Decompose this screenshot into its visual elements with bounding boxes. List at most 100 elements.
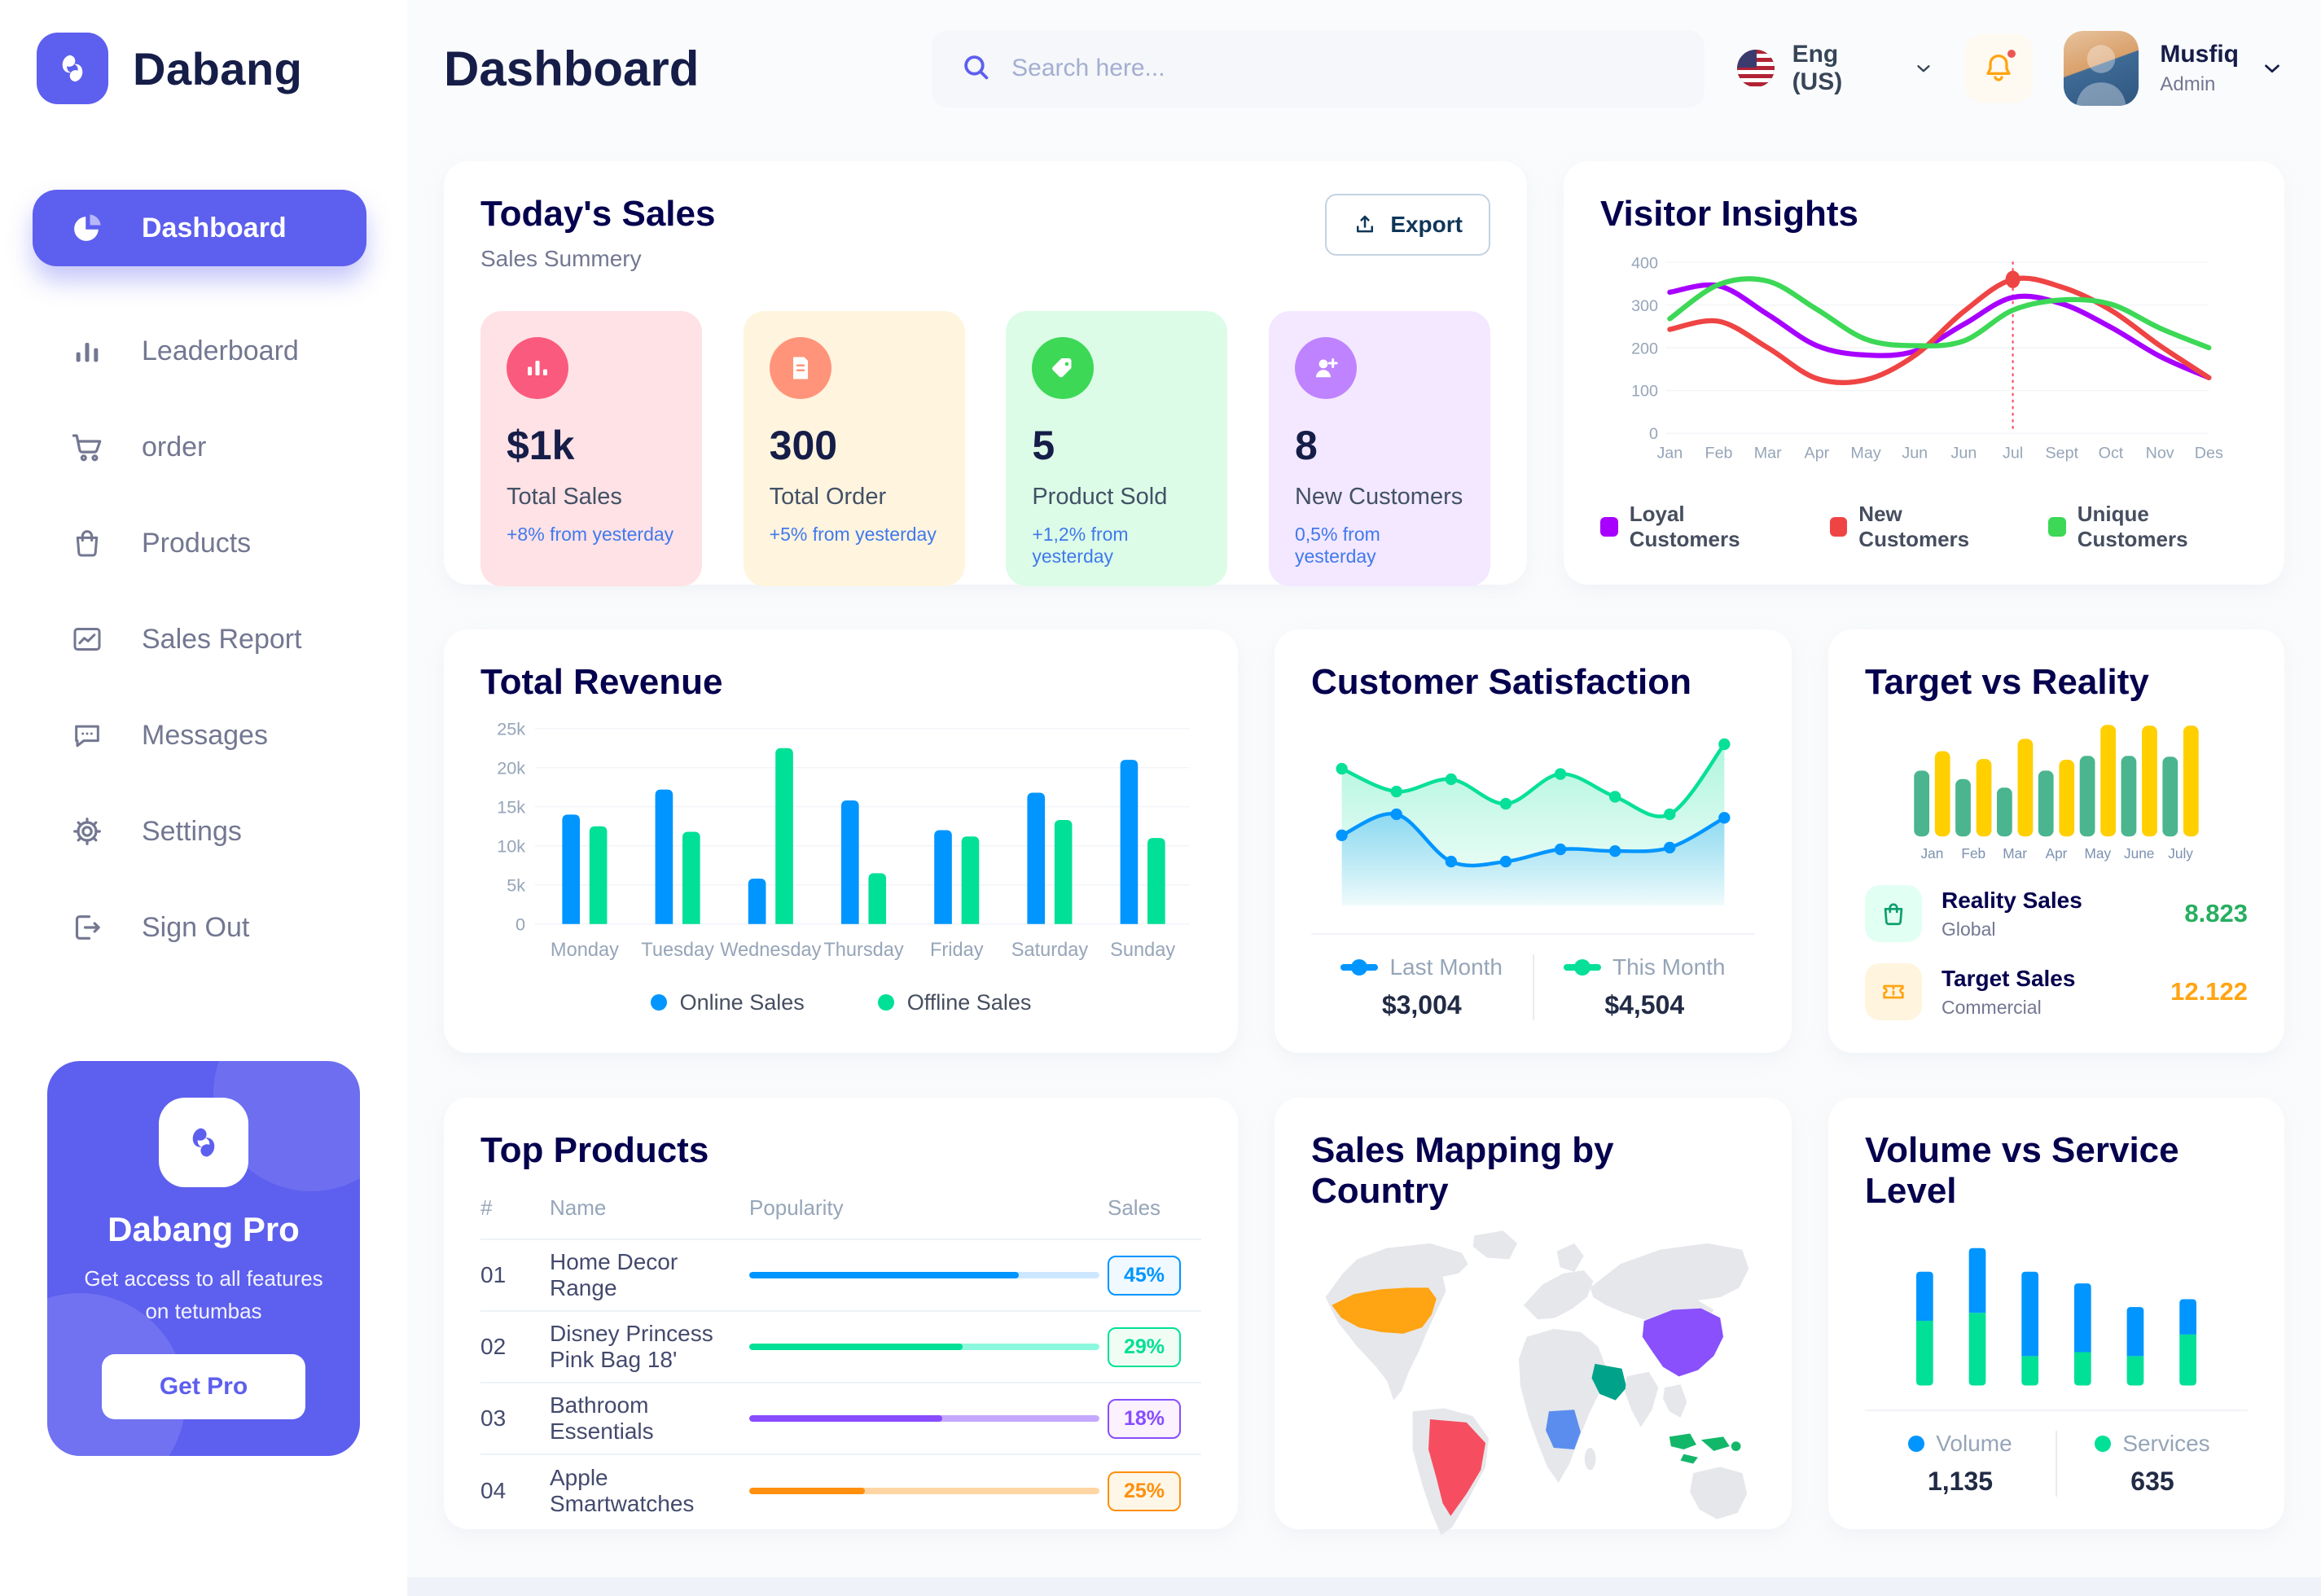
pro-subtitle: Get access to all features on tetumbas: [84, 1266, 323, 1324]
stat-card-total-sales: $1k Total Sales +8% from yesterday: [480, 311, 702, 587]
gear-icon: [69, 813, 105, 849]
volume-vs-service-legend: Volume 1,135 Services 635: [1865, 1410, 2248, 1497]
export-button[interactable]: Export: [1325, 194, 1490, 256]
stat-value: 5: [1032, 423, 1055, 469]
svg-text:Mar: Mar: [1754, 445, 1782, 463]
svg-text:Mar: Mar: [2003, 845, 2027, 862]
sales-badge: 45%: [1108, 1255, 1182, 1296]
sidebar-item-messages[interactable]: Messages: [33, 687, 375, 783]
card-subtitle: Sales Summery: [480, 246, 642, 272]
search-input[interactable]: [1011, 55, 1676, 82]
sidebar-item-dashboard[interactable]: Dashboard: [33, 190, 366, 266]
svg-text:Feb: Feb: [1705, 445, 1733, 463]
volume-vs-service-card: Volume vs Service Level Volume 1,135 Ser…: [1828, 1098, 2284, 1530]
language-selector[interactable]: Eng (US): [1736, 41, 1934, 96]
this-month-total: $4,504: [1604, 990, 1685, 1020]
stat-delta: 0,5% from yesterday: [1294, 524, 1380, 568]
search-icon: [960, 51, 991, 86]
line-chart-icon: [69, 621, 105, 657]
svg-text:15k: 15k: [497, 797, 525, 818]
country-indonesia: [1700, 1436, 1730, 1451]
user-role: Admin: [2160, 73, 2216, 95]
svg-text:Sunday: Sunday: [1110, 940, 1175, 961]
country-dr-congo: [1546, 1410, 1581, 1449]
stat-label: Total Order: [769, 484, 887, 511]
sidebar-item-label: Sales Report: [142, 623, 302, 655]
svg-text:Jun: Jun: [1902, 445, 1928, 463]
chevron-down-icon: [2265, 64, 2279, 73]
svg-text:June: June: [2124, 845, 2154, 862]
message-icon: [69, 717, 105, 753]
sidebar-item-label: Sign Out: [142, 911, 250, 943]
card-title: Volume vs Service Level: [1865, 1130, 2179, 1212]
sidebar-item-products[interactable]: Products: [33, 495, 375, 591]
visitor-insights-legend: Loyal Customers New Customers Unique Cus…: [1600, 502, 2248, 552]
sales-summary-cards: $1k Total Sales +8% from yesterday 300 T…: [480, 311, 1490, 587]
last-month-total: $3,004: [1381, 990, 1462, 1020]
svg-text:0: 0: [516, 914, 525, 935]
continent-asia: [1590, 1243, 1749, 1330]
continent-africa: [1518, 1329, 1607, 1483]
bar-chart-icon: [507, 337, 568, 400]
get-pro-button[interactable]: Get Pro: [102, 1353, 305, 1419]
notifications-button[interactable]: [1964, 34, 2034, 103]
continent-india: [1625, 1371, 1659, 1427]
target-sales-value: 12.122: [2170, 977, 2248, 1006]
dashboard-content: Today's Sales Sales Summery Export: [407, 137, 2321, 1574]
total-revenue-legend: Online Sales Offline Sales: [480, 990, 1201, 1015]
legend-dot: [2095, 1436, 2112, 1453]
svg-text:10k: 10k: [497, 836, 525, 857]
svg-text:Jun: Jun: [1951, 445, 1977, 463]
pro-title: Dabang Pro: [107, 1210, 300, 1248]
search-bar[interactable]: [932, 29, 1705, 107]
legend-dot: [650, 994, 667, 1011]
sidebar: Dabang Dashboard Leaderboard order: [0, 0, 407, 1596]
country-indonesia: [1731, 1441, 1741, 1451]
target-vs-reality-card: Target vs Reality Jan Feb Mar Apr May June Jul…: [1828, 629, 2284, 1054]
legend-dot: [877, 994, 894, 1011]
svg-text:20k: 20k: [497, 758, 525, 778]
dabang-pro-icon: [159, 1098, 248, 1187]
svg-text:200: 200: [1631, 340, 1658, 357]
order-file-icon: [769, 337, 831, 400]
sidebar-item-settings[interactable]: Settings: [33, 783, 375, 879]
legend-swatch: [2048, 517, 2066, 537]
top-bar: Dashboard Eng (US): [407, 0, 2321, 137]
user-info: Musfiq Admin: [2160, 41, 2239, 96]
stat-label: New Customers: [1294, 484, 1463, 511]
svg-text:Apr: Apr: [2046, 845, 2068, 862]
svg-text:Oct: Oct: [2099, 445, 2124, 463]
customer-satisfaction-legend: Last Month $3,004 This Month $4,504: [1311, 933, 1755, 1021]
svg-text:Tuesday: Tuesday: [641, 940, 714, 961]
svg-text:0: 0: [1649, 425, 1658, 443]
total-revenue-card: Total Revenue 0 5k 10k 15k 20k 25k Monday Tuesd…: [444, 629, 1238, 1054]
country-indonesia: [1680, 1454, 1698, 1464]
svg-text:300: 300: [1631, 297, 1658, 315]
sidebar-item-sign-out[interactable]: Sign Out: [33, 879, 375, 976]
stat-label: Product Sold: [1032, 484, 1168, 511]
user-menu[interactable]: Musfiq Admin: [2064, 31, 2284, 106]
services-total: 635: [2130, 1467, 2174, 1497]
brand: Dabang: [33, 33, 375, 104]
table-header: # Name Popularity Sales: [480, 1195, 1201, 1241]
cart-icon: [69, 429, 105, 465]
table-row: 04 Apple Smartwatches 25%: [480, 1455, 1201, 1527]
svg-text:Jan: Jan: [1921, 845, 1944, 862]
continent-se-asia: [1663, 1384, 1687, 1418]
bar-chart-icon: [69, 333, 105, 369]
sidebar-item-order[interactable]: order: [33, 399, 375, 495]
sign-out-icon: [69, 910, 105, 945]
sidebar-nav: Dashboard Leaderboard order Products: [33, 190, 375, 976]
notification-dot: [2005, 47, 2019, 60]
legend-marker: [1340, 959, 1379, 976]
card-title: Sales Mapping by Country: [1311, 1130, 1614, 1212]
stat-card-new-customers: 8 New Customers 0,5% from yesterday: [1268, 311, 1490, 587]
sidebar-item-leaderboard[interactable]: Leaderboard: [33, 303, 375, 399]
sales-mapping-card: Sales Mapping by Country: [1275, 1098, 1792, 1536]
sales-badge: 29%: [1108, 1326, 1182, 1367]
sidebar-item-label: Dashboard: [142, 212, 287, 243]
stat-delta: +8% from yesterday: [507, 524, 674, 546]
sidebar-item-sales-report[interactable]: Sales Report: [33, 591, 375, 687]
card-title: Today's Sales: [480, 194, 716, 235]
volume-vs-service-chart: [1916, 1247, 2196, 1386]
